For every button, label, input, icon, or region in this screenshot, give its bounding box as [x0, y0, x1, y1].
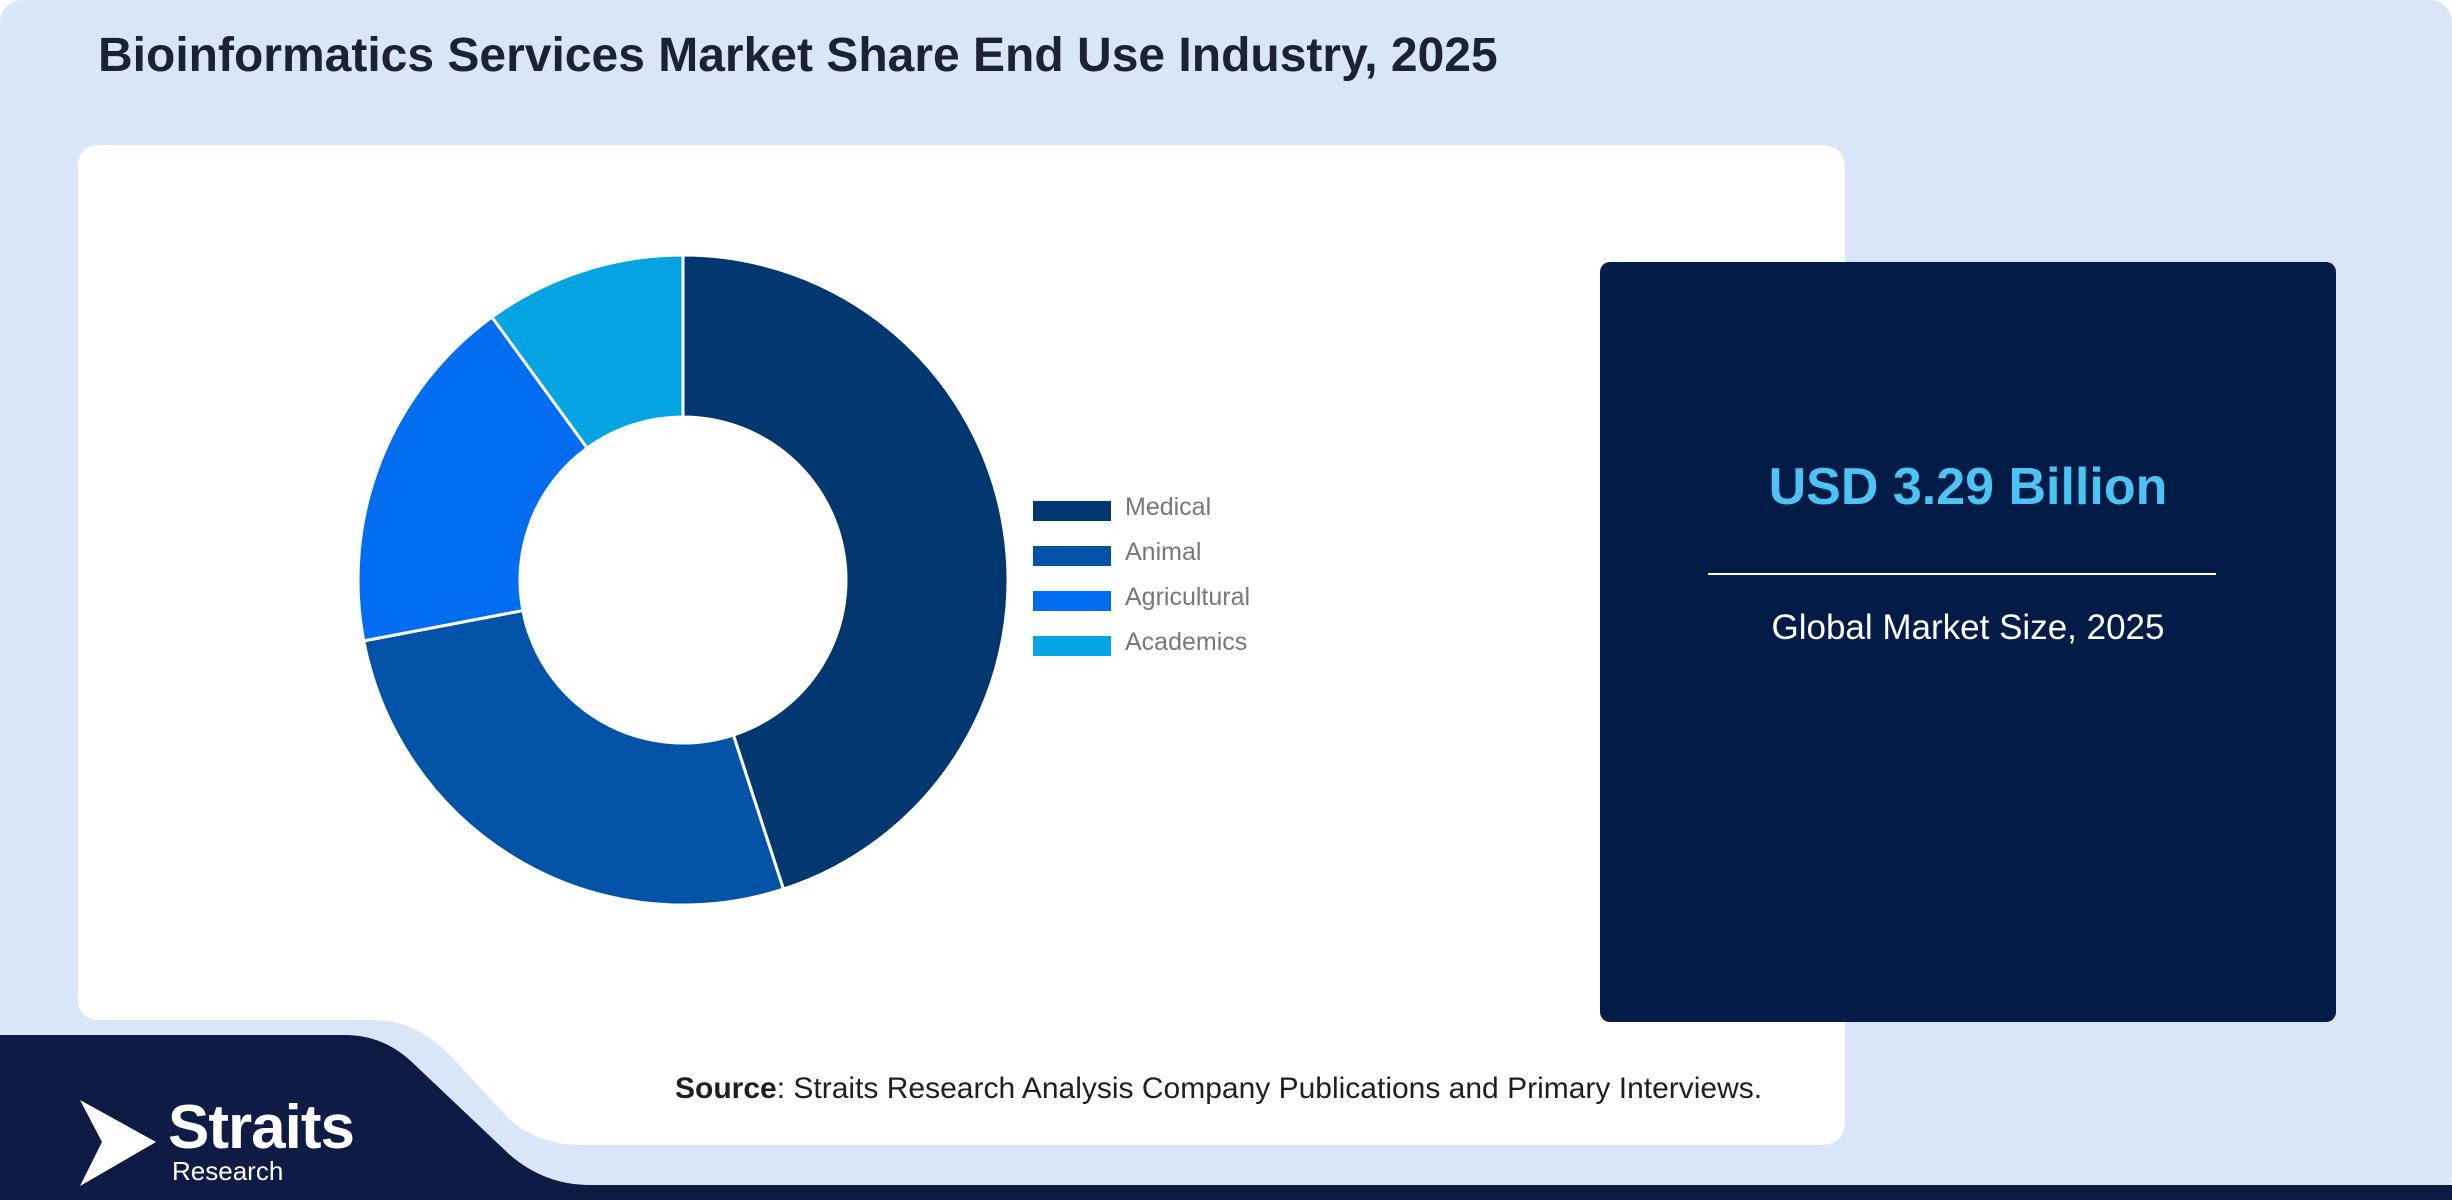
legend-label: Academics [1125, 628, 1248, 656]
legend-label: Animal [1125, 538, 1202, 566]
brand-logo: Straits Research [78, 1093, 398, 1188]
donut-slice-animal [362, 608, 786, 907]
divider [1708, 573, 2216, 575]
legend-swatch [1033, 591, 1111, 611]
brand-name: Straits [168, 1093, 355, 1162]
source-prefix: Source [675, 1072, 777, 1105]
legend-label: Agricultural [1125, 583, 1251, 611]
source-text: : Straits Research Analysis Company Publ… [776, 1072, 1763, 1105]
brand-subtitle: Research [172, 1156, 284, 1186]
market-size-value: USD 3.29 Billion [1768, 458, 2168, 516]
page-title: Bioinformatics Services Market Share End… [98, 29, 1498, 82]
footer-band [0, 1035, 2452, 1200]
legend-swatch [1033, 501, 1111, 521]
legend-swatch [1033, 546, 1111, 566]
donut-slice-medical [681, 253, 1010, 891]
donut-slice-agricultural [356, 314, 590, 643]
legend-swatch [1033, 636, 1111, 656]
market-size-card: USD 3.29 Billion Global Market Size, 202… [1600, 262, 2336, 1022]
legend-label: Medical [1125, 493, 1212, 521]
donut-slice-academics [489, 253, 685, 451]
play-arrow-icon [80, 1100, 156, 1186]
market-size-label: Global Market Size, 2025 [1771, 608, 2165, 647]
source-note: Source: Straits Research Analysis Compan… [675, 1072, 1762, 1106]
